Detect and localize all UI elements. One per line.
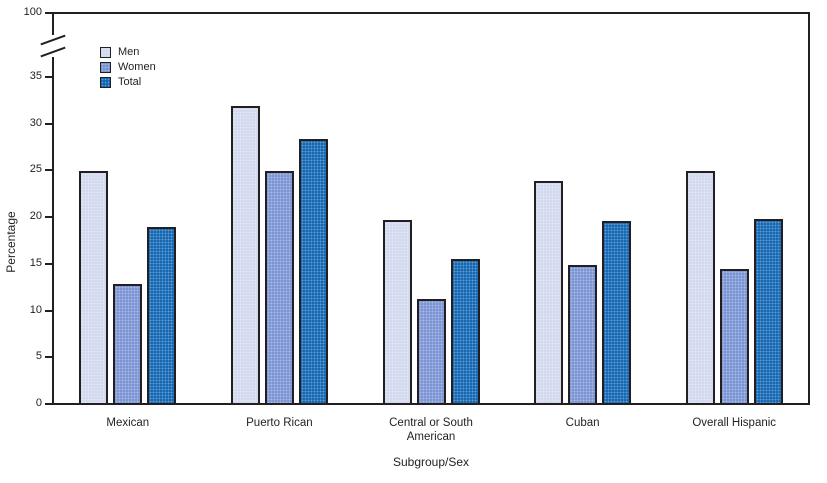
y-tick-label-100: 100: [23, 6, 42, 18]
bar-cuban-total: [602, 220, 632, 405]
y-tick-5: [45, 356, 52, 359]
bar-overall-hispanic-men: [685, 171, 715, 405]
legend-swatch-men-icon: [100, 47, 111, 58]
y-tick-30: [45, 122, 52, 125]
legend: Men Women Total: [100, 45, 156, 90]
bar-overall-hispanic-total: [753, 219, 783, 405]
y-tick-label-10: 10: [29, 303, 42, 316]
x-axis-title: Subgroup/Sex: [392, 455, 470, 469]
bar-mexican-women: [113, 284, 143, 405]
y-tick-15: [45, 262, 52, 265]
category-label-mexican: Mexican: [106, 417, 150, 429]
legend-swatch-women-icon: [100, 62, 111, 73]
y-tick-25: [45, 169, 52, 172]
y-axis-lower-segment: [52, 57, 54, 405]
legend-label-men: Men: [118, 46, 140, 58]
axis-break-slash-lower: [40, 46, 66, 58]
legend-swatch-total-icon: [100, 77, 111, 88]
legend-item-women: Women: [100, 60, 156, 75]
bar-central-or-south-american-men: [382, 220, 412, 405]
y-axis-title: Percentage: [4, 211, 18, 273]
y-tick-label-25: 25: [29, 163, 42, 176]
legend-item-men: Men: [100, 45, 156, 60]
y-tick-label-15: 15: [29, 256, 42, 269]
legend-label-total: Total: [118, 76, 142, 88]
plot-frame-top: [52, 12, 810, 14]
y-tick-label-30: 30: [29, 116, 42, 129]
category-label-overall-hispanic: Overall Hispanic: [692, 417, 777, 429]
bar-mexican-men: [79, 171, 109, 405]
bar-puerto-rican-women: [264, 171, 294, 405]
y-tick-10: [45, 309, 52, 312]
plot-frame-right: [808, 12, 810, 405]
y-tick-100: [45, 12, 52, 14]
bar-puerto-rican-total: [298, 138, 328, 405]
y-tick-label-5: 5: [35, 350, 42, 363]
bar-cuban-women: [568, 264, 598, 405]
axis-break-slash-upper: [40, 34, 66, 46]
bar-overall-hispanic-women: [719, 268, 749, 405]
y-tick-0: [45, 403, 52, 405]
y-tick-label-20: 20: [29, 210, 42, 223]
category-label-puerto-rican: Puerto Rican: [246, 417, 313, 429]
bar-cuban-men: [534, 180, 564, 405]
bar-central-or-south-american-women: [416, 298, 446, 405]
bar-puerto-rican-men: [230, 106, 260, 405]
y-tick-label-0: 0: [35, 397, 42, 409]
plot-area: Men Women Total 0 5 10 15 20 25 30 35 100: [24, 6, 810, 409]
y-tick-20: [45, 216, 52, 219]
category-label-central-or-south-american: Central or South American: [389, 417, 473, 443]
legend-label-women: Women: [118, 61, 156, 73]
bar-central-or-south-american-total: [450, 259, 480, 405]
y-tick-label-35: 35: [29, 69, 42, 82]
legend-item-total: Total: [100, 75, 156, 90]
bar-mexican-total: [147, 227, 177, 405]
category-label-cuban: Cuban: [565, 417, 600, 429]
y-tick-35: [45, 75, 52, 78]
y-axis-upper-segment: [52, 12, 54, 35]
